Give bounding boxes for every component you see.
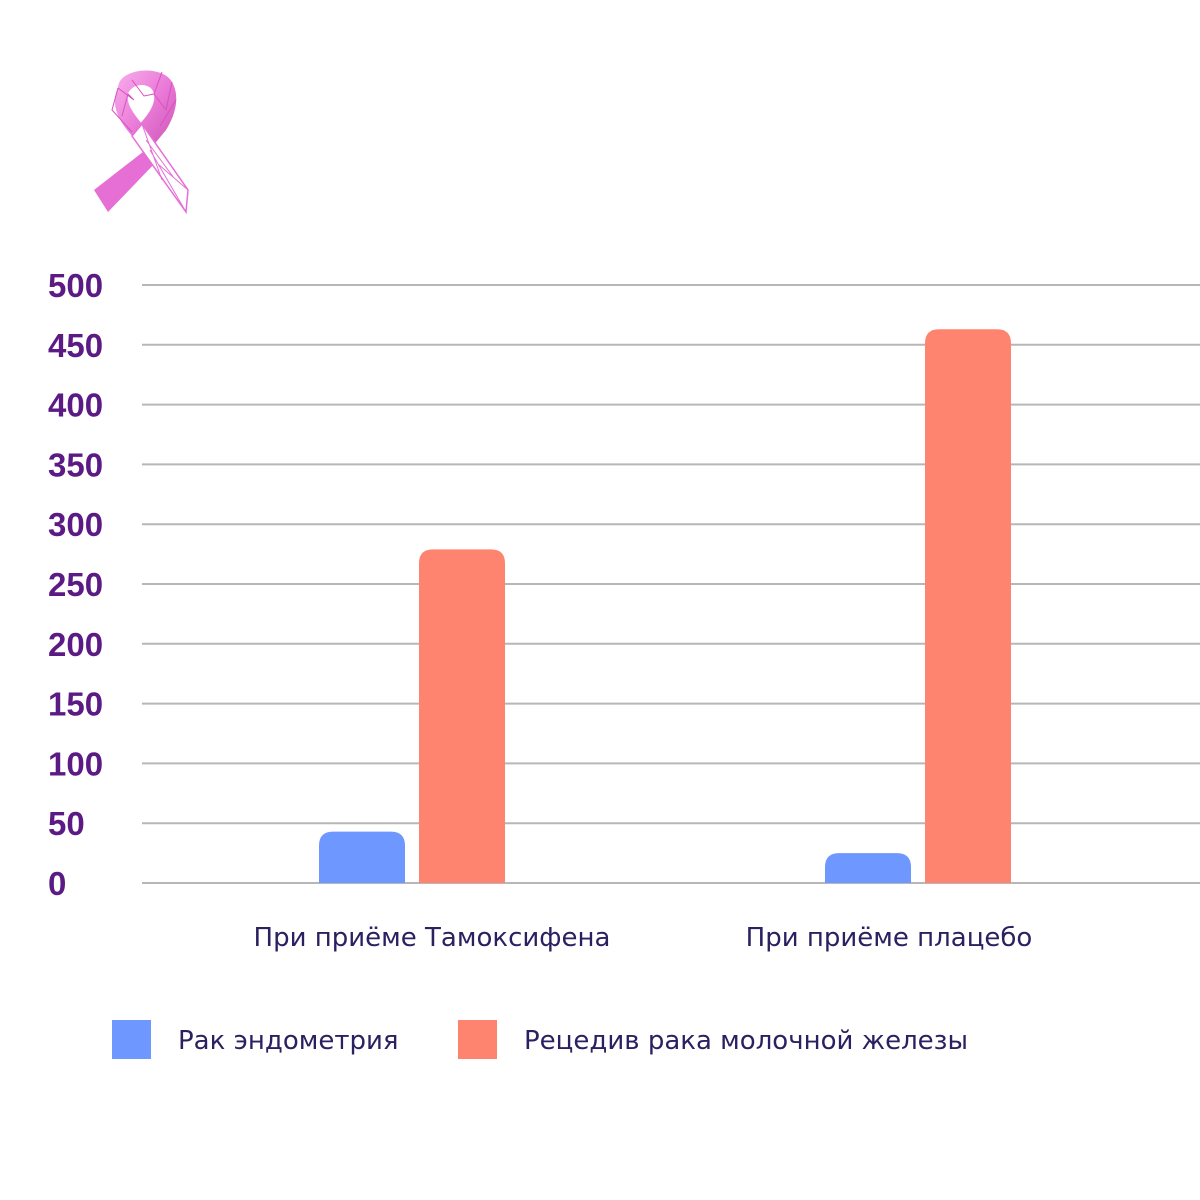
y-tick-label: 0 bbox=[48, 865, 66, 902]
y-tick-label: 150 bbox=[48, 686, 103, 723]
bar-breast-recurrence-1 bbox=[419, 549, 505, 883]
y-tick-label: 500 bbox=[48, 267, 103, 304]
grid-lines bbox=[142, 284, 1200, 884]
legend-label: Рецедив рака молочной железы bbox=[524, 1026, 968, 1056]
pink-ribbon-icon bbox=[94, 70, 189, 215]
legend-label: Рак эндометрия bbox=[178, 1026, 399, 1056]
legend: Рак эндометрия Рецедив рака молочной желе… bbox=[112, 1020, 968, 1059]
x-category-label: При приёме Тамоксифена bbox=[254, 923, 611, 953]
bar-breast-recurrence-2 bbox=[925, 329, 1011, 883]
y-tick-label: 250 bbox=[48, 566, 103, 603]
y-tick-label: 100 bbox=[48, 745, 103, 782]
y-tick-label: 350 bbox=[48, 446, 103, 483]
y-tick-label: 50 bbox=[48, 805, 85, 842]
y-tick-label: 400 bbox=[48, 387, 103, 424]
x-category-label: При приёме плацебо bbox=[746, 923, 1033, 953]
y-tick-label: 450 bbox=[48, 327, 103, 364]
y-tick-label: 200 bbox=[48, 626, 103, 663]
legend-swatch bbox=[112, 1020, 151, 1059]
y-tick-label: 300 bbox=[48, 506, 103, 543]
bar-endometrial-1 bbox=[319, 831, 405, 883]
bars bbox=[319, 329, 1011, 883]
x-axis-labels: При приёме Тамоксифена При приёме плацебо bbox=[254, 923, 1033, 953]
y-axis-ticks: 0 50 100 150 200 250 300 350 400 450 500 bbox=[48, 267, 103, 902]
legend-swatch bbox=[458, 1020, 497, 1059]
bar-endometrial-2 bbox=[825, 853, 911, 883]
